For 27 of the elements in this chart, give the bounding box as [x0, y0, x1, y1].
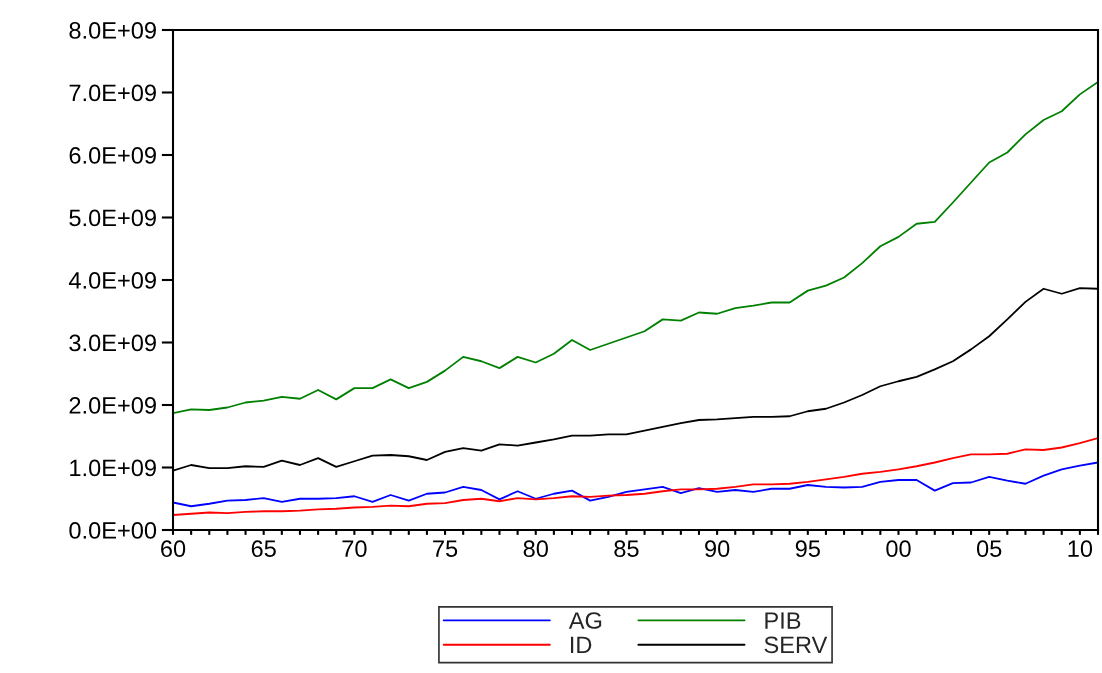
x-tick-label: 00 — [886, 540, 911, 558]
y-tick-label: 7.0E+09 — [69, 84, 156, 102]
line-series — [173, 80, 1098, 415]
x-tick-label: 05 — [976, 540, 1002, 558]
y-tick-label: 4.0E+09 — [68, 272, 156, 289]
y-tick-label: 2.0E+09 — [69, 397, 156, 414]
x-tick-label: 70 — [342, 540, 367, 558]
y-tick-label: 5.0E+09 — [69, 209, 156, 227]
legend-label: AG — [568, 612, 602, 629]
x-tick-label: 80 — [523, 540, 548, 558]
y-tick-label: 6.0E+09 — [69, 147, 156, 164]
y-tick-label: 3.0E+09 — [69, 334, 156, 352]
x-tick-label: 90 — [705, 540, 730, 558]
legend-label: PIB — [765, 612, 801, 629]
x-tick-label: 95 — [795, 540, 820, 558]
line-series — [173, 437, 1098, 516]
x-tick-label: 75 — [433, 540, 458, 558]
y-tick-label: 0.0E+00 — [69, 522, 157, 539]
x-tick-label: 60 — [161, 540, 186, 558]
legend-label: ID — [570, 636, 592, 654]
legend-label: SERV — [764, 636, 828, 654]
line-series — [173, 461, 1098, 508]
x-tick-label: 65 — [251, 540, 276, 558]
x-tick-label: 10 — [1068, 540, 1093, 558]
x-tick-label: 85 — [614, 540, 639, 558]
y-tick-label: 8.0E+09 — [69, 22, 156, 39]
y-tick-label: 1.0E+09 — [70, 459, 156, 477]
